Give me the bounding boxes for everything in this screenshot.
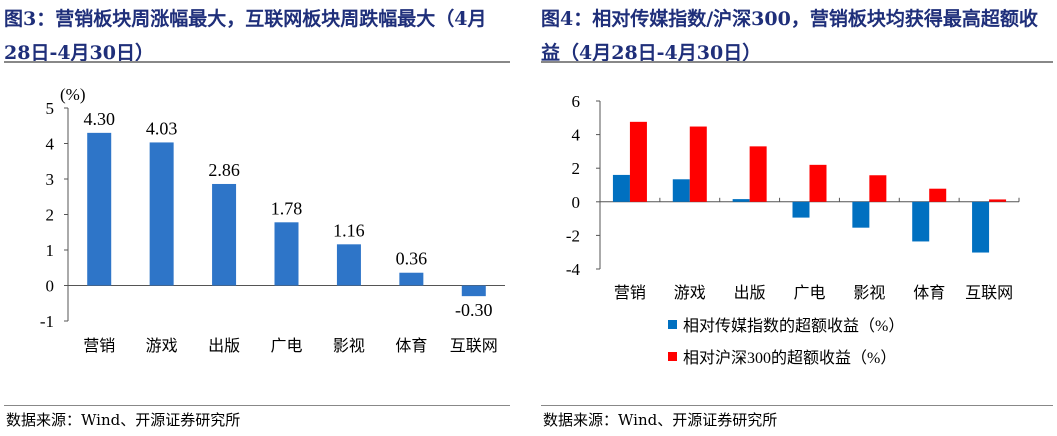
data-label: 2.86 [208,160,240,180]
divider [541,405,1053,406]
category-label: 游戏 [146,337,178,355]
bar-media-index [732,199,750,202]
bar-hs300 [809,164,827,202]
category-label: 影视 [853,284,885,302]
data-label: 4.30 [83,109,115,129]
bar-media-index [612,174,630,202]
y-tick-label: -1 [40,312,54,331]
category-label: 体育 [913,284,945,302]
category-label: 广电 [793,284,825,302]
y-tick-label: 1 [46,241,55,260]
category-label: 互联网 [965,284,1013,302]
bar [274,222,299,286]
bar [399,272,424,286]
bar [87,132,112,286]
figure4-title: 图4：相对传媒指数/沪深300，营销板块均获得最高超额收益（4月28日-4月30… [541,8,1038,64]
divider [4,61,510,63]
y-tick-label: 0 [572,193,581,212]
category-label: 出版 [208,337,240,355]
bar-hs300 [929,188,947,202]
y-tick-label: 4 [46,135,55,154]
y-tick-label: 4 [572,126,581,145]
category-label: 体育 [395,337,427,355]
bar [149,142,174,286]
y-tick-label: 6 [572,92,581,111]
legend-label: 相对沪深300的超额收益（%） [683,349,896,367]
bar-hs300 [989,199,1007,202]
bar-hs300 [629,121,647,202]
y-tick-label: 0 [46,277,55,296]
bar [461,285,486,297]
category-label: 广电 [270,337,302,355]
data-label: 1.16 [333,220,365,240]
legend-label: 相对传媒指数的超额收益（%） [683,317,904,335]
legend-swatch [668,320,677,329]
category-label: 营销 [614,284,646,302]
bar-hs300 [749,146,767,202]
category-label: 游戏 [674,284,706,302]
bar-media-index [792,201,810,218]
category-label: 互联网 [450,337,498,355]
figure3-title: 图3：营销板块周涨幅最大，互联网板块周跌幅最大（4月28日-4月30日） [4,8,487,64]
category-label: 营销 [83,337,115,355]
bar [336,244,361,286]
legend-swatch [668,352,677,361]
bar-media-index [972,201,990,253]
bar [212,183,237,286]
y-tick-label: 2 [46,206,55,225]
figure4-source: 数据来源：Wind、开源证券研究所 [543,411,778,429]
bar-media-index [912,201,930,242]
data-label: 1.78 [271,198,303,218]
bar-media-index [672,179,690,202]
category-label: 出版 [734,284,766,302]
divider [541,61,1053,63]
y-tick-label: -4 [566,260,581,279]
y-tick-label: 3 [46,170,55,189]
data-label: 4.03 [146,118,178,138]
data-label: -0.30 [455,300,493,320]
category-label: 影视 [333,337,365,355]
bar-media-index [852,201,870,228]
bar-hs300 [689,126,707,202]
bar-hs300 [869,175,887,202]
figure3-source: 数据来源：Wind、开源证券研究所 [6,411,241,429]
y-axis-label: (%) [60,85,85,104]
divider [4,405,510,406]
y-tick-label: -2 [566,226,580,245]
y-tick-label: 2 [572,159,581,178]
y-tick-label: 5 [46,99,55,118]
data-label: 0.36 [396,249,428,269]
